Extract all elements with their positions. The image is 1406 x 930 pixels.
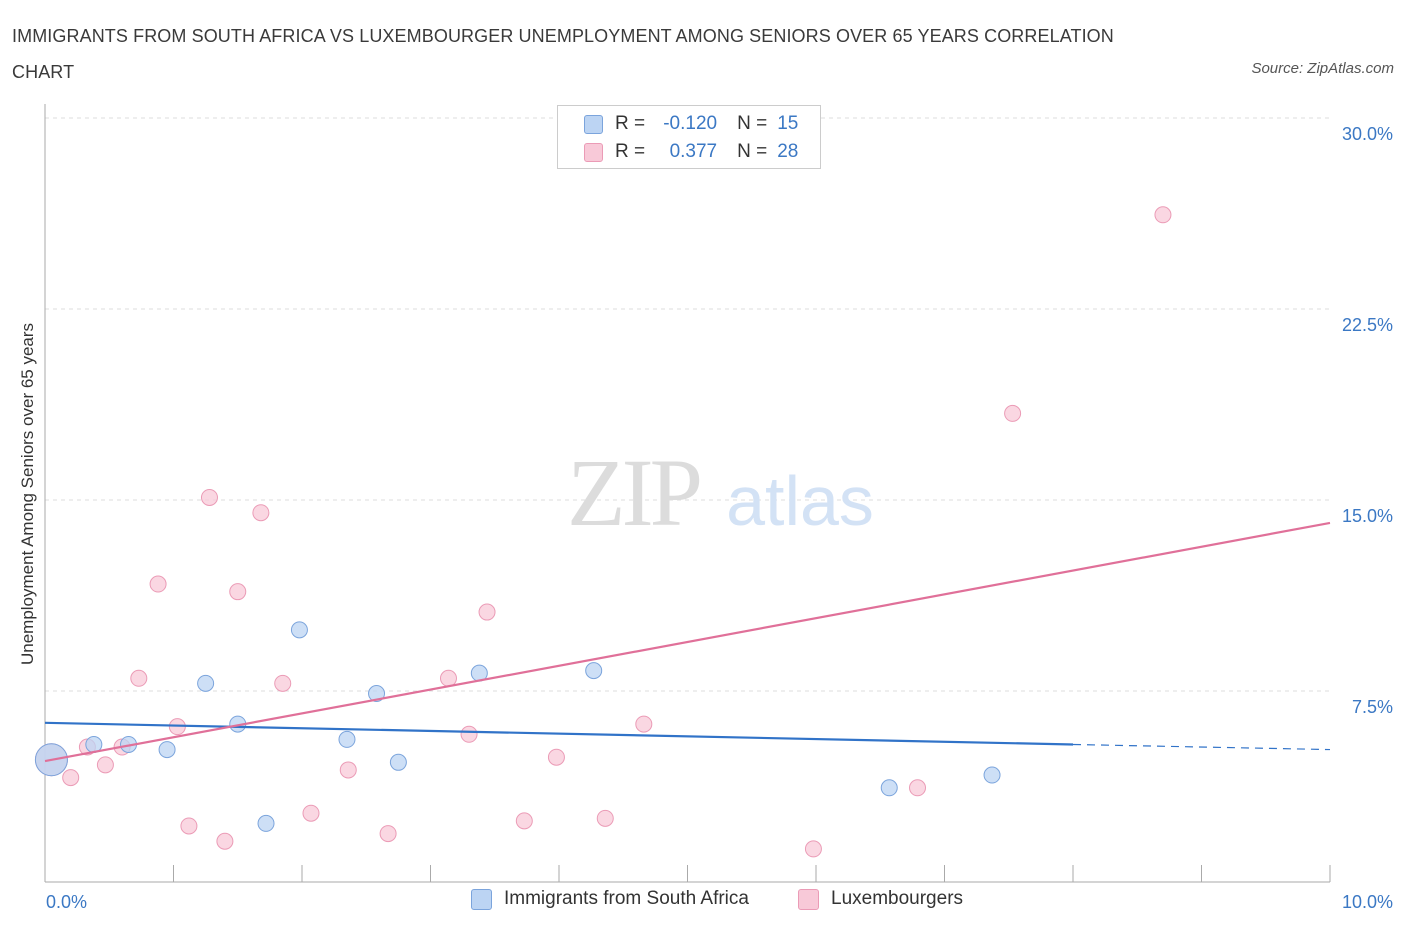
data-point: [880, 779, 898, 797]
trend-line-blue: [44, 721, 1074, 746]
data-point: [252, 504, 270, 522]
data-point: [379, 825, 397, 843]
legend-r-label: R =: [615, 141, 646, 162]
axes: [44, 104, 1331, 883]
legend-swatch-blue: [471, 888, 492, 910]
data-point: [216, 832, 234, 850]
data-point: [257, 814, 275, 832]
legend-swatch-blue: [584, 114, 603, 134]
y-tick-label: 30.0%: [1342, 124, 1393, 144]
legend-n-label: N =: [737, 113, 768, 134]
data-point: [439, 669, 457, 687]
data-point: [596, 809, 614, 827]
y-tick-label: 15.0%: [1342, 506, 1393, 526]
y-tick-label: 22.5%: [1342, 315, 1393, 335]
data-point: [229, 583, 247, 601]
tick-labels: 7.5% 15.0% 22.5% 30.0% 0.0% 10.0%: [46, 124, 1393, 912]
data-point: [290, 621, 308, 639]
legend-r-value: 0.377: [669, 141, 718, 162]
data-point: [1154, 206, 1172, 224]
data-point: [515, 812, 533, 830]
data-point: [547, 748, 565, 766]
data-point: [274, 674, 292, 692]
correlation-legend: R = -0.120 N = 15 R = 0.377 N = 28: [557, 105, 821, 169]
data-point: [197, 674, 215, 692]
data-point: [339, 761, 357, 779]
legend-n-value: 28: [777, 141, 799, 162]
watermark-zip: ZIP: [567, 439, 700, 546]
data-point: [149, 575, 167, 593]
data-point: [804, 840, 822, 858]
data-point: [389, 753, 407, 771]
chart-title: IMMIGRANTS FROM SOUTH AFRICA VS LUXEMBOU…: [12, 26, 1114, 82]
legend-r-value: -0.120: [663, 113, 718, 134]
watermark: ZIP atlas: [567, 439, 874, 546]
data-point: [130, 669, 148, 687]
data-point: [585, 662, 603, 680]
legend-r-label: R =: [615, 113, 646, 134]
data-point: [338, 730, 356, 748]
data-point: [200, 488, 218, 506]
legend-row-luxembourgers: R = 0.377 N = 28: [584, 139, 798, 165]
gridlines: [45, 117, 1330, 692]
data-point: [909, 779, 927, 797]
data-point: [158, 741, 176, 759]
trend-lines: [44, 521, 1331, 763]
data-point: [302, 804, 320, 822]
legend-swatch-pink: [584, 142, 603, 162]
legend-label-luxembourgers: Luxembourgers: [831, 888, 964, 909]
data-point: [62, 769, 80, 787]
legend-n-value: 15: [777, 113, 799, 134]
data-point: [478, 603, 496, 621]
data-point: [180, 817, 198, 835]
legend-n-label: N =: [737, 141, 768, 162]
legend-swatch-pink: [798, 888, 819, 910]
trend-line-pink: [44, 521, 1331, 763]
watermark-atlas: atlas: [726, 462, 874, 540]
data-point: [368, 685, 386, 703]
y-tick-label: 7.5%: [1352, 697, 1393, 717]
source-label: Source: ZipAtlas.com: [1251, 60, 1394, 77]
data-point: [96, 756, 114, 774]
x-tick-label-max: 10.0%: [1342, 892, 1393, 912]
data-point: [983, 766, 1001, 784]
data-point: [460, 725, 478, 743]
data-point: [635, 715, 653, 733]
legend-label-south-africa: Immigrants from South Africa: [504, 888, 749, 909]
trend-line-extension-blue: [1072, 743, 1331, 751]
legend-item-south-africa: Immigrants from South Africa: [471, 888, 749, 910]
data-point: [1004, 404, 1022, 422]
series-legend: Immigrants from South Africa Luxembourge…: [0, 888, 1406, 916]
legend-row-south-africa: R = -0.120 N = 15: [584, 111, 798, 137]
legend-item-luxembourgers: Luxembourgers: [798, 888, 963, 910]
x-tick-label-min: 0.0%: [46, 892, 87, 912]
